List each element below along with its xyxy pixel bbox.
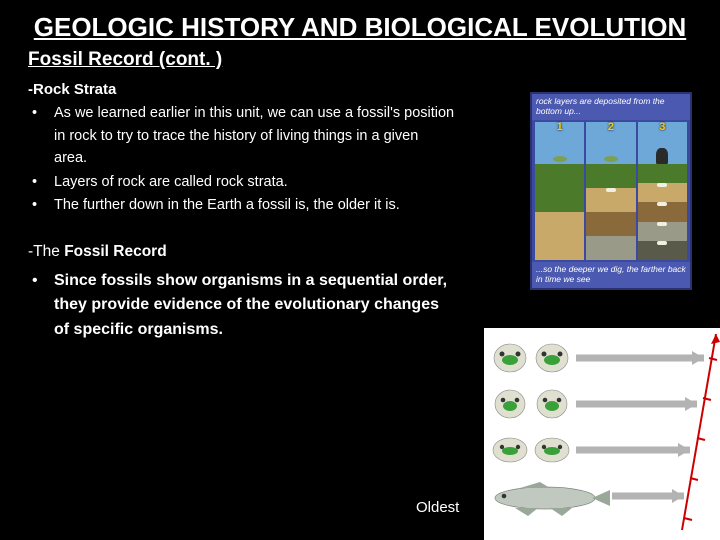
bullet-marker: • <box>32 269 54 343</box>
fish-icon <box>495 482 610 516</box>
figure1-panel: 2 <box>586 122 635 261</box>
bones-icon <box>606 188 616 192</box>
bullet-marker: • <box>32 102 54 169</box>
figure1-caption-bottom: ...so the deeper we dig, the farther bac… <box>532 262 690 288</box>
bullet-marker: • <box>32 171 54 193</box>
bones-icon <box>657 183 667 187</box>
critter-icon <box>553 156 567 162</box>
bullet-marker: • <box>32 194 54 216</box>
section2-prefix: -The <box>28 243 64 260</box>
fish-evolution-figure: Ichthyostega Acanthostega <box>484 328 720 540</box>
digger-icon <box>656 148 668 164</box>
bones-icon <box>657 202 667 206</box>
critter-icon <box>604 156 618 162</box>
slide-subtitle: Fossil Record (cont. ) <box>28 49 692 71</box>
section2-main: Fossil Record <box>64 243 167 260</box>
panel-number: 3 <box>659 121 665 133</box>
figure1-panel: 3 <box>638 122 687 261</box>
panel-number: 2 <box>608 121 614 133</box>
figure1-caption-top: rock layers are deposited from the botto… <box>532 94 690 120</box>
figure1-panel: 1 <box>535 122 584 261</box>
figure1-panels: 1 2 3 <box>532 120 690 263</box>
panel-number: 1 <box>557 121 563 133</box>
bones-icon <box>657 222 667 226</box>
rock-strata-figure: rock layers are deposited from the botto… <box>530 92 692 290</box>
bones-icon <box>657 241 667 245</box>
oldest-label: Oldest <box>416 499 459 516</box>
slide-title: GEOLOGIC HISTORY AND BIOLOGICAL EVOLUTIO… <box>28 12 692 43</box>
